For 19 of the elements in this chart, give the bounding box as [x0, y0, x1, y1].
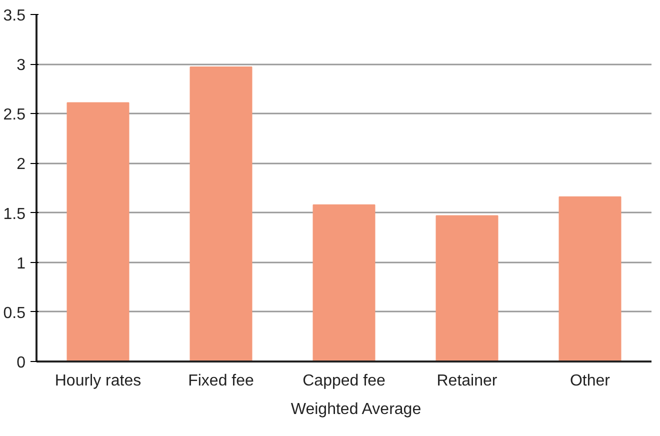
bar	[312, 204, 376, 362]
x-tick-label: Fixed fee	[188, 372, 254, 390]
bar	[190, 66, 252, 362]
y-tick-label: 0.5	[3, 304, 26, 322]
x-tick-label: Retainer	[436, 372, 498, 390]
y-tick-label: 0	[16, 354, 26, 372]
x-tick-label: Other	[570, 372, 611, 390]
text: Weighted Average	[290, 401, 422, 419]
y-tick-label: 2	[16, 156, 26, 174]
bar	[66, 102, 130, 362]
y-tick-label: 1	[16, 255, 26, 272]
y-tick-label: 3	[16, 57, 26, 74]
bar	[558, 196, 622, 362]
y-tick-label: 3.5	[3, 8, 26, 24]
y-tick-label: 1.5	[3, 206, 26, 223]
x-tick-label: Hourly rates	[54, 372, 142, 390]
y-tick-label: 2.5	[3, 106, 26, 124]
bar	[436, 215, 498, 362]
x-tick-label: Capped fee	[302, 372, 386, 390]
